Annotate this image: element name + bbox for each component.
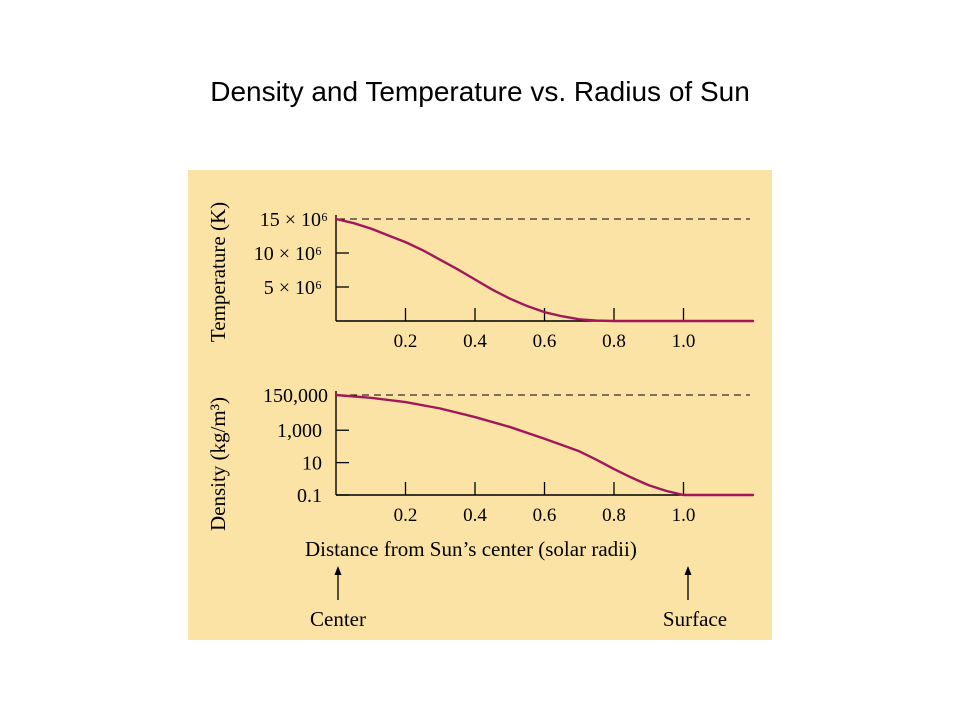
temperature-chart: 0.2 0.4 0.6 0.8 1.0 15 × 10⁶ 10 × 10⁶ 5 × 10⁶ (254, 209, 755, 352)
figure-svg: 0.2 0.4 0.6 0.8 1.0 15 × 10⁶ 10 × 10⁶ 5 × 10⁶ T… (188, 170, 772, 640)
center-label: Center (310, 607, 366, 631)
temperature-y-tick-label: 5 × 10⁶ (264, 277, 322, 299)
center-arrow-icon (334, 566, 342, 600)
surface-arrow-icon (684, 566, 692, 600)
density-x-tick-label: 0.2 (394, 505, 418, 526)
temperature-x-tick-label: 1.0 (672, 331, 696, 352)
density-y-tick-label: 150,000 (263, 385, 328, 407)
figure-panel: 0.2 0.4 0.6 0.8 1.0 15 × 10⁶ 10 × 10⁶ 5 × 10⁶ T… (188, 170, 772, 640)
density-x-tick-label: 1.0 (672, 505, 696, 526)
density-axis-label: Density (kg/m³) (206, 397, 230, 531)
density-chart: 0.2 0.4 0.6 0.8 1.0 150,000 1,000 10 0.1 (263, 385, 755, 526)
density-y-tick-label: 10 (302, 453, 322, 475)
surface-label: Surface (663, 607, 727, 631)
temperature-y-tick-label: 10 × 10⁶ (254, 243, 322, 265)
temperature-axis-label: Temperature (K) (206, 202, 230, 342)
density-x-tick-label: 0.8 (602, 505, 626, 526)
density-x-tick-label: 0.6 (533, 505, 557, 526)
x-axis-label: Distance from Sun’s center (solar radii) (305, 537, 637, 561)
density-curve (334, 393, 755, 497)
temperature-x-tick-label: 0.4 (463, 331, 487, 352)
temperature-x-tick-label: 0.6 (533, 331, 557, 352)
density-x-tick-label: 0.4 (463, 505, 487, 526)
temperature-x-tick-label: 0.8 (602, 331, 626, 352)
temperature-curve (334, 217, 755, 323)
temperature-x-tick-label: 0.2 (394, 331, 418, 352)
density-y-tick-label: 1,000 (277, 420, 322, 442)
density-y-tick-label: 0.1 (297, 485, 322, 507)
slide-title: Density and Temperature vs. Radius of Su… (210, 76, 750, 107)
figure-background (188, 170, 772, 640)
temperature-y-tick-label: 15 × 10⁶ (260, 209, 328, 231)
